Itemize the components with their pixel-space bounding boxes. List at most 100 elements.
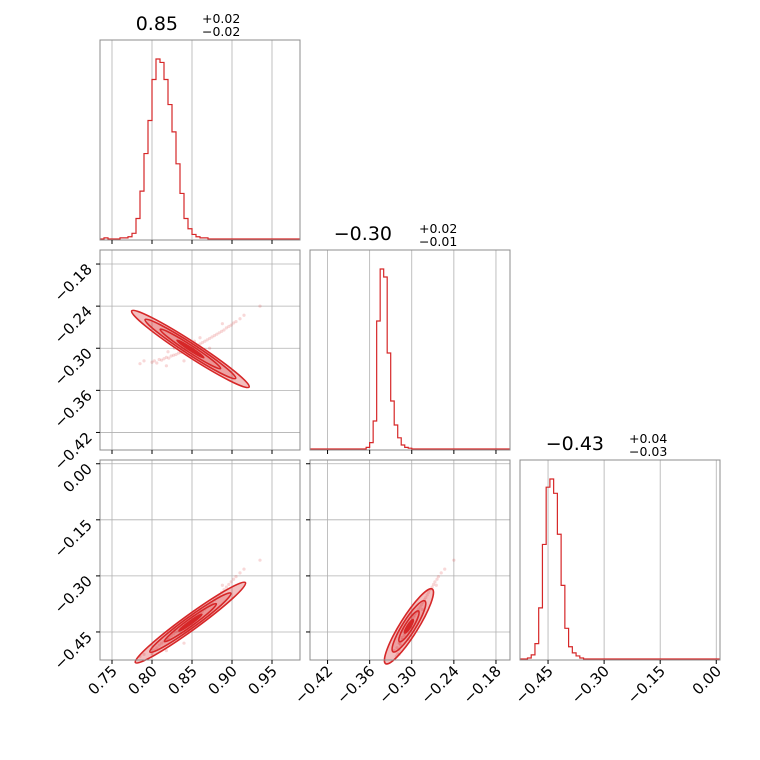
scatter-point bbox=[395, 646, 399, 650]
scatter-point bbox=[238, 317, 242, 321]
scatter-point bbox=[215, 332, 219, 336]
scatter-point bbox=[425, 593, 429, 597]
scatter-point bbox=[164, 649, 168, 653]
y-tick-label: −0.36 bbox=[51, 386, 96, 431]
title-param-3: −0.43 +0.04 −0.03 bbox=[546, 431, 668, 459]
scatter-point bbox=[220, 322, 224, 326]
scatter-point bbox=[160, 641, 164, 645]
x-tick-label: −0.45 bbox=[512, 662, 557, 707]
scatter-point bbox=[418, 605, 422, 609]
x-tick-label: 0.75 bbox=[84, 662, 120, 698]
x-tick-label: −0.42 bbox=[291, 662, 336, 707]
scatter-point bbox=[203, 339, 207, 343]
scatter-point bbox=[443, 567, 447, 571]
scatter-point bbox=[402, 634, 406, 638]
title-3-lower: −0.03 bbox=[629, 444, 667, 459]
scatter-point bbox=[398, 643, 403, 647]
scatter-point bbox=[434, 583, 438, 587]
title-param-2: −0.30 +0.02 −0.01 bbox=[334, 221, 458, 249]
panel-background bbox=[100, 250, 300, 450]
x-tick-label: −0.36 bbox=[333, 662, 378, 707]
scatter-point bbox=[220, 329, 224, 334]
scatter-point bbox=[258, 558, 262, 562]
histogram-step-line bbox=[310, 268, 510, 450]
panel-border bbox=[309, 249, 511, 451]
scatter-panel-2-3: −0.42−0.36−0.30−0.24−0.18 bbox=[291, 459, 511, 707]
scatter-point bbox=[232, 321, 236, 325]
density-core bbox=[176, 339, 205, 359]
x-tick-label: 0.90 bbox=[204, 662, 240, 698]
y-tick-label: −0.45 bbox=[51, 628, 96, 673]
scatter-point bbox=[198, 336, 202, 340]
panel-border bbox=[309, 459, 511, 661]
x-tick-label: −0.18 bbox=[460, 662, 505, 707]
scatter-point bbox=[426, 590, 431, 594]
scatter-point bbox=[220, 583, 224, 587]
scatter-point bbox=[417, 607, 421, 611]
scatter-point bbox=[164, 364, 168, 368]
panel-background bbox=[520, 460, 720, 660]
scatter-point bbox=[210, 335, 214, 339]
scatter-point bbox=[436, 575, 441, 579]
scatter-point bbox=[419, 603, 424, 607]
panel-border bbox=[519, 459, 721, 661]
panel-background bbox=[100, 460, 300, 660]
scatter-point bbox=[155, 361, 159, 365]
x-tick-label: −0.15 bbox=[624, 662, 669, 707]
histogram-panel-2 bbox=[309, 249, 511, 454]
scatter-point bbox=[238, 571, 242, 575]
scatter-point bbox=[182, 641, 186, 645]
scatter-point bbox=[433, 580, 437, 584]
scatter-point bbox=[439, 571, 443, 575]
scatter-point bbox=[431, 582, 436, 587]
title-3-value: −0.43 bbox=[546, 433, 604, 455]
title-param-1: 0.85 +0.02 −0.02 bbox=[136, 11, 241, 39]
scatter-point bbox=[208, 336, 212, 341]
y-tick-label: −0.18 bbox=[51, 260, 96, 305]
scatter-point bbox=[222, 328, 226, 332]
y-tick-label: −0.15 bbox=[51, 516, 96, 561]
scatter-point bbox=[169, 354, 173, 358]
scatter-point bbox=[200, 341, 204, 345]
title-3-upper: +0.04 bbox=[629, 431, 667, 446]
scatter-point bbox=[242, 313, 246, 317]
scatter-point bbox=[160, 358, 164, 362]
scatter-point bbox=[452, 558, 456, 562]
x-tick-label: −0.24 bbox=[417, 662, 462, 707]
title-2-value: −0.30 bbox=[334, 223, 392, 245]
scatter-panel-1-2: −0.42−0.36−0.30−0.24−0.18 bbox=[51, 249, 301, 474]
scatter-point bbox=[142, 652, 146, 656]
title-1-value: 0.85 bbox=[136, 13, 178, 35]
scatter-point bbox=[227, 324, 231, 329]
x-tick-label: 0.95 bbox=[244, 662, 280, 698]
panel-background bbox=[310, 250, 510, 450]
title-2-upper: +0.02 bbox=[419, 221, 457, 236]
scatter-point bbox=[234, 575, 238, 579]
scatter-point bbox=[174, 630, 178, 634]
title-1-upper: +0.02 bbox=[202, 11, 240, 26]
density-core bbox=[178, 613, 203, 632]
panel-border bbox=[99, 39, 301, 241]
scatter-point bbox=[435, 577, 439, 581]
y-tick-label: −0.30 bbox=[51, 344, 96, 389]
y-tick-label: −0.30 bbox=[51, 572, 96, 617]
panel-border bbox=[99, 459, 301, 661]
scatter-point bbox=[208, 346, 212, 350]
scatter-point bbox=[217, 331, 221, 335]
x-tick-label: −0.30 bbox=[375, 662, 420, 707]
x-tick-label: −0.30 bbox=[568, 662, 613, 707]
title-2-lower: −0.01 bbox=[419, 234, 457, 249]
scatter-point bbox=[212, 334, 216, 338]
scatter-point bbox=[157, 643, 161, 647]
panel-border bbox=[99, 249, 301, 451]
scatter-point bbox=[155, 646, 159, 650]
scatter-point bbox=[167, 356, 171, 360]
scatter-point bbox=[400, 635, 404, 640]
x-tick-label: 0.85 bbox=[164, 662, 200, 698]
scatter-point bbox=[258, 304, 262, 308]
title-1-lower: −0.02 bbox=[202, 24, 240, 39]
scatter-point bbox=[152, 359, 156, 363]
x-tick-label: 0.00 bbox=[689, 662, 725, 698]
scatter-point bbox=[138, 362, 142, 366]
